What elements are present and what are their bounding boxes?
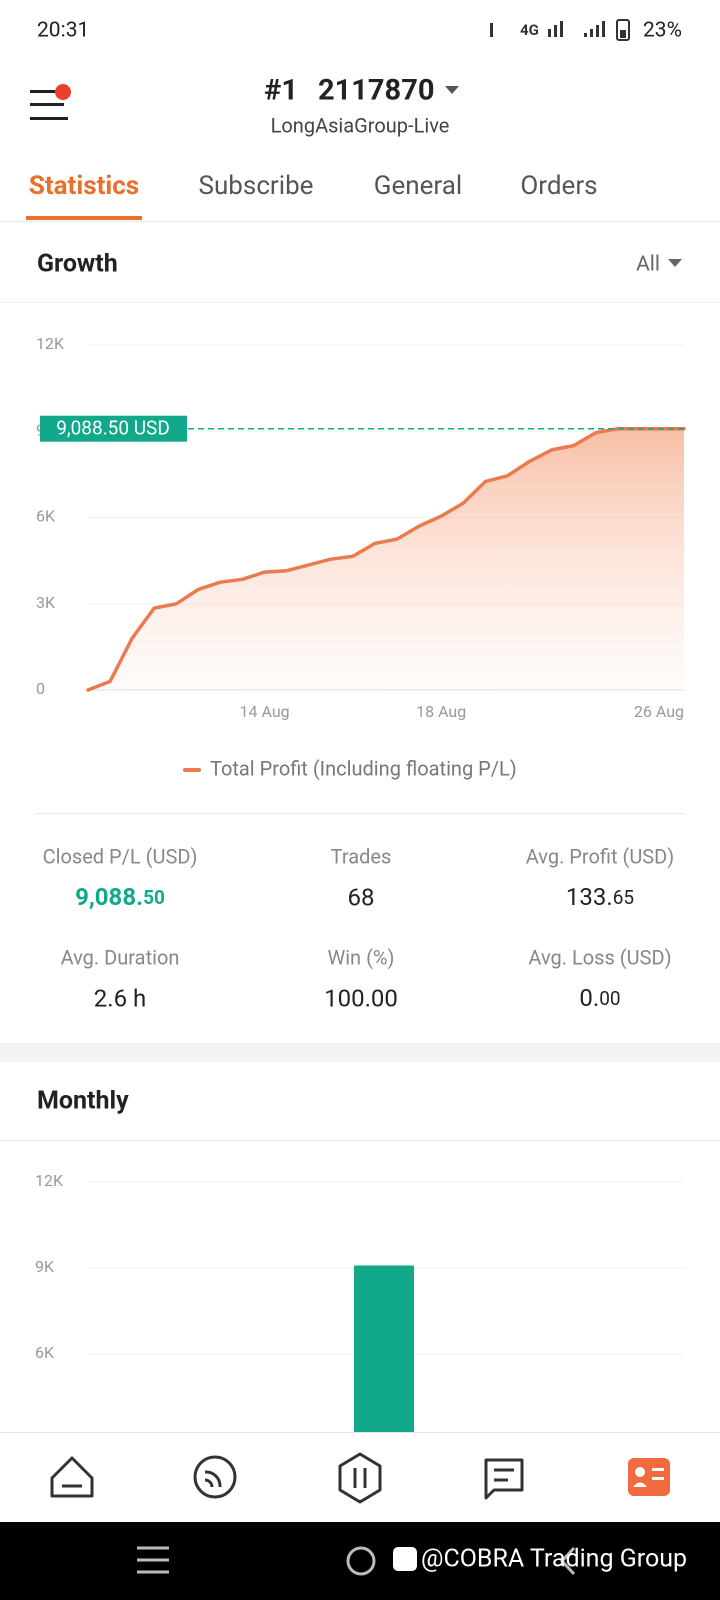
stat-value: 68 <box>348 883 375 911</box>
bar <box>354 1265 414 1432</box>
divider <box>0 1140 720 1141</box>
stat-label: Avg. Profit (USD) <box>526 844 675 868</box>
x-tick-label: 18 Aug <box>416 702 466 721</box>
menu-button[interactable] <box>30 84 71 120</box>
stat-value: 9,088.50 <box>75 883 165 911</box>
area-fill <box>88 428 684 690</box>
tab-indicator <box>26 216 142 220</box>
stat-label: Avg. Duration <box>61 945 180 969</box>
x-tick-label: 26 Aug <box>634 702 684 721</box>
nav-news[interactable] <box>484 1458 524 1500</box>
watermark-logo <box>393 1547 417 1571</box>
status-time: 20:31 <box>37 19 89 43</box>
divider <box>0 1432 720 1433</box>
annotation-label: 9,088.50 USD <box>56 417 170 440</box>
stat-value: 100.00 <box>324 984 398 1012</box>
status-network: 4G <box>520 21 539 39</box>
stat-label: Closed P/L (USD) <box>43 844 198 868</box>
nav-trade[interactable] <box>338 1452 382 1504</box>
section-title: Growth <box>37 250 118 279</box>
monthly-chart: 6K 9K 12K <box>35 1171 684 1432</box>
tabs: Statistics Subscribe General Orders <box>26 171 598 220</box>
section-title: Monthly <box>37 1087 129 1116</box>
legend-swatch <box>183 768 201 772</box>
line <box>86 426 686 692</box>
range-filter[interactable]: All <box>636 253 660 277</box>
x-tick-label: 14 Aug <box>240 702 290 721</box>
y-tick-label: 0 <box>36 679 45 698</box>
stat-label: Avg. Loss (USD) <box>528 945 671 969</box>
system-back[interactable] <box>559 1546 576 1576</box>
legend-label: Total Profit (Including floating P/L) <box>210 756 517 780</box>
tab[interactable]: Statistics <box>29 171 139 201</box>
server-name: LongAsiaGroup-Live <box>271 113 450 137</box>
system-home[interactable] <box>346 1546 376 1576</box>
y-tick-label: 6K <box>36 507 56 526</box>
stat-value: 2.6 h <box>94 984 146 1012</box>
y-tick-label: 9K <box>35 1257 55 1276</box>
y-tick-label: 12K <box>36 334 65 353</box>
tab[interactable]: General <box>374 171 462 201</box>
divider <box>0 221 720 222</box>
system-menu[interactable] <box>137 1546 169 1574</box>
account-dropdown[interactable] <box>445 86 459 94</box>
bottom-nav <box>0 1432 720 1522</box>
annotation-box <box>40 415 187 442</box>
stat-value: 0.00 <box>579 984 620 1012</box>
status-battery: 23% <box>643 19 682 43</box>
stat-value: 133.65 <box>566 883 634 911</box>
account-number[interactable]: 2117870 <box>318 74 434 108</box>
nav-signals[interactable] <box>193 1455 237 1499</box>
system-nav <box>0 1522 720 1600</box>
y-tick-label: 6K <box>35 1343 55 1362</box>
stat-label: Trades <box>331 844 392 868</box>
tab[interactable]: Subscribe <box>199 171 314 201</box>
nav-profile[interactable] <box>628 1458 670 1496</box>
watermark: @COBRA Trading Group <box>421 1545 687 1574</box>
stats-grid: Closed P/L (USD) 9,088.50 Trades 68 Avg. Pro… <box>43 844 675 1012</box>
signal-icons <box>490 19 630 41</box>
y-tick-label: 3K <box>36 593 56 612</box>
filter-dropdown[interactable] <box>668 259 682 267</box>
nav-home[interactable] <box>50 1456 94 1498</box>
y-tick-label: 12K <box>35 1171 64 1190</box>
divider <box>36 813 684 814</box>
account-prefix: #1 <box>264 74 298 108</box>
section-gap <box>0 1043 720 1062</box>
divider <box>0 302 720 303</box>
tab[interactable]: Orders <box>520 171 597 201</box>
stat-label: Win (%) <box>327 945 394 969</box>
